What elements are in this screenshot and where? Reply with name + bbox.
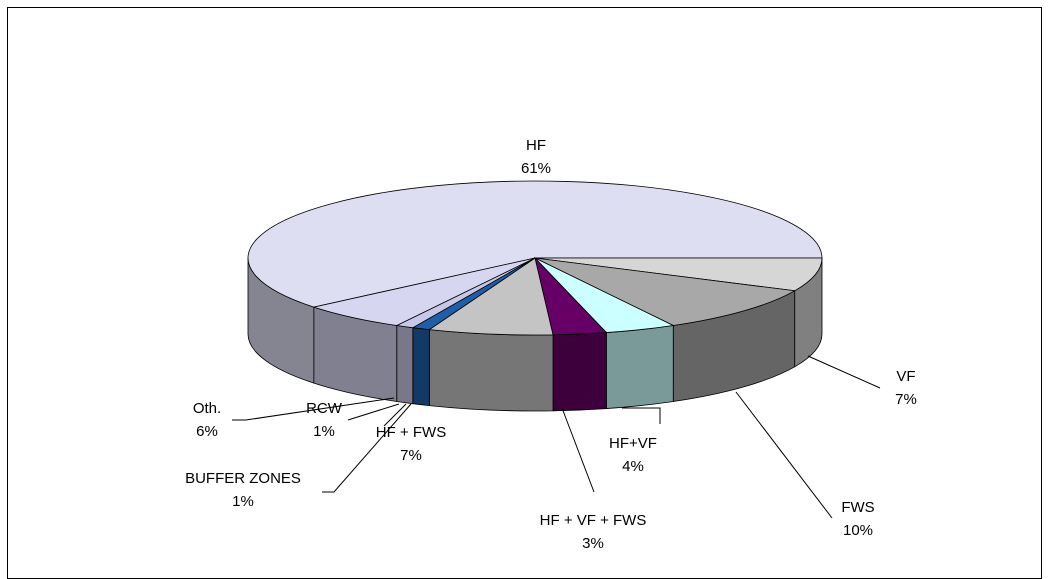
leader-line <box>735 391 833 519</box>
pie-wall <box>428 329 554 412</box>
slice-percent: 61% <box>521 160 551 177</box>
leader-line <box>807 355 881 389</box>
slice-name: FWS <box>841 499 874 516</box>
slice-percent: 4% <box>622 458 644 475</box>
slice-percent: 3% <box>582 535 604 552</box>
pie-wall <box>412 327 430 407</box>
leader-line <box>232 397 395 421</box>
leader-line <box>622 407 661 424</box>
pie-labels: HF 61% VF 7% FWS 10% HF+VF 4% HF + VF + FWS 3% HF … <box>185 137 917 552</box>
leader-line <box>322 403 412 493</box>
pie-slice <box>534 257 796 326</box>
pie-slice <box>428 257 554 336</box>
pie-wall <box>605 325 674 410</box>
slice-name: HF+VF <box>609 435 657 452</box>
pie-wall <box>396 325 414 405</box>
slice-percent: 7% <box>400 447 422 464</box>
slice-name: HF + FWS <box>376 424 446 441</box>
slice-name: Oth. <box>193 400 221 417</box>
slice-percent: 1% <box>232 493 254 510</box>
slice-percent: 10% <box>843 522 873 539</box>
slice-name: HF + VF + FWS <box>540 512 647 529</box>
leader-line <box>347 403 400 421</box>
slice-name: HF <box>526 137 546 154</box>
pie-slice <box>247 180 823 308</box>
pie-slice <box>534 257 823 292</box>
slice-percent: 1% <box>313 423 335 440</box>
slice-name: BUFFER ZONES <box>185 470 301 487</box>
pie-slice <box>312 257 536 326</box>
leader-line <box>383 403 407 427</box>
slice-name: VF <box>896 368 915 385</box>
slice-percent: 7% <box>895 391 917 408</box>
pie-walls <box>247 257 823 412</box>
pie-tops <box>247 180 823 336</box>
leader-line <box>561 407 595 493</box>
pie-wall <box>552 332 607 412</box>
slice-percent: 6% <box>196 423 218 440</box>
